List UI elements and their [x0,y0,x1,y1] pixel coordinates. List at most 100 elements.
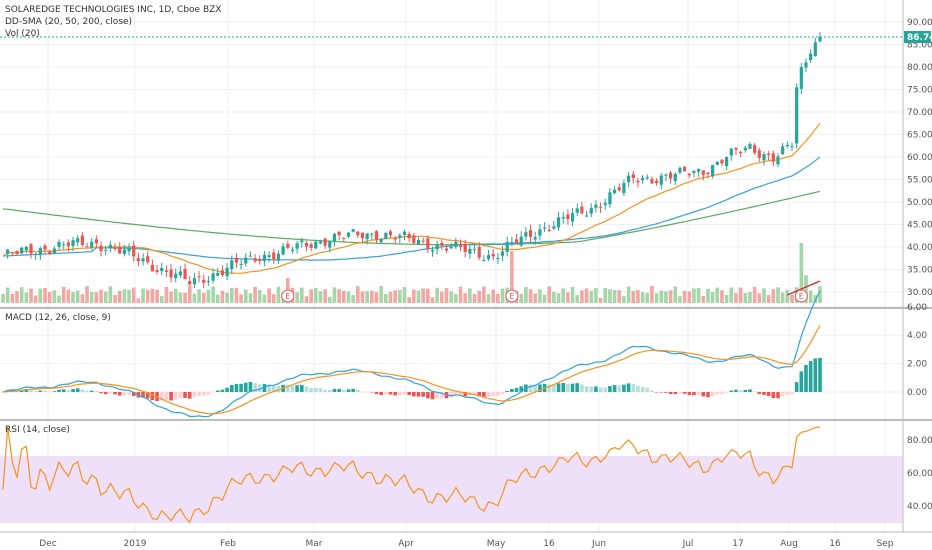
macd-histogram-bar [267,384,271,392]
macd-histogram-bar [47,391,52,393]
volume-bar [351,295,355,303]
volume-bar [379,286,383,303]
macd-histogram-bar [584,386,589,392]
candle-body [673,173,677,182]
macd-histogram-bar [528,384,533,392]
volume-bar [356,286,360,303]
macd-histogram-bar [318,388,323,392]
volume-bar [650,286,654,303]
macd-histogram-bar [603,387,608,392]
macd-histogram-bar [435,392,439,399]
macd-histogram-bar [598,387,603,392]
macd-histogram-bar [682,392,687,394]
volume-bar [374,292,379,303]
candle-body [276,253,281,261]
macd-histogram-bar [271,385,276,392]
macd-histogram-bar [29,390,33,392]
macd-histogram-bar [654,392,659,393]
macd-histogram-bar [356,390,360,392]
macd-histogram-bar [52,391,57,392]
volume-bar [337,289,341,303]
volume-bar [108,286,113,303]
volume-bar [701,296,706,303]
moving-averages [2,123,821,274]
macd-histogram-bar [780,392,785,397]
volume-bar [808,290,813,303]
macd-histogram-bar [131,392,136,397]
volume-bar [440,291,444,303]
candle-body [393,237,397,240]
macd-histogram-bar [192,392,197,398]
macd-histogram-bar [85,390,89,392]
volume-bar [743,293,748,303]
candle-body [430,249,435,252]
time-axis-tick: May [487,539,506,549]
candle-body [225,267,229,277]
price-candles[interactable] [6,32,822,289]
candle-body [640,178,645,181]
candle-body [272,252,276,260]
volume-bar [304,296,309,303]
macd-histogram-bar [234,383,239,392]
volume-bar [122,289,127,303]
candle-body [570,213,575,222]
macd-histogram-bar [799,371,804,392]
volume-bar [561,288,566,303]
macd-histogram-bar [304,386,309,392]
volume-bar [435,287,439,303]
candle-body [160,267,164,272]
volume-bar [89,291,94,303]
volume-bar [659,290,664,303]
candle-body [202,279,206,283]
candle-body [617,187,621,191]
candle-body [669,172,673,179]
candle-body [374,231,379,240]
earnings-marker-label: E [799,292,804,301]
candle-body [678,167,682,173]
macd-histogram-bar [61,389,66,392]
macd-histogram-bar [309,387,313,392]
candle-body [645,177,649,179]
candle-body [412,235,416,244]
candle-body [402,231,407,235]
volume-bar [206,290,211,303]
candle-body [468,248,472,254]
candle-body [71,240,75,247]
candle-body [706,172,710,175]
volume-bar [407,297,411,303]
candle-body [258,259,262,262]
candle-body [15,250,19,254]
candle-body [612,189,617,194]
price-axis-tick: 45.00 [907,221,932,231]
candle-body [29,244,33,254]
candle-body [146,256,150,263]
macd-axis-tick: 4.00 [907,331,927,341]
time-axis-tick: Sep [877,539,894,549]
candle-body [655,180,659,183]
time-axis-tick: Jun [591,539,606,549]
candle-body [748,144,752,149]
candle-body [799,67,803,89]
macd-histogram-bar [365,391,369,393]
volume-bar [15,290,19,303]
candle-body [622,183,626,194]
volume-bar [220,290,225,303]
macd-histogram-bar [201,392,206,396]
macd-histogram-bar [472,392,477,396]
candle-body [762,154,766,161]
candle-body [20,247,24,254]
candle-body [818,36,822,42]
candle-body [216,273,220,276]
macd-line [2,290,821,418]
volume-bar [80,294,85,303]
candle-body [608,192,612,205]
candle-body [715,161,719,165]
volume-bar [612,289,617,303]
price-axis-tick: 80.00 [907,63,932,73]
rsi-line [2,426,821,524]
volume-bar [636,289,640,303]
volume-bar [752,286,757,303]
sma200-line [2,190,821,246]
earnings-marker-icon [281,289,295,303]
macd-histogram-bar [370,392,374,393]
